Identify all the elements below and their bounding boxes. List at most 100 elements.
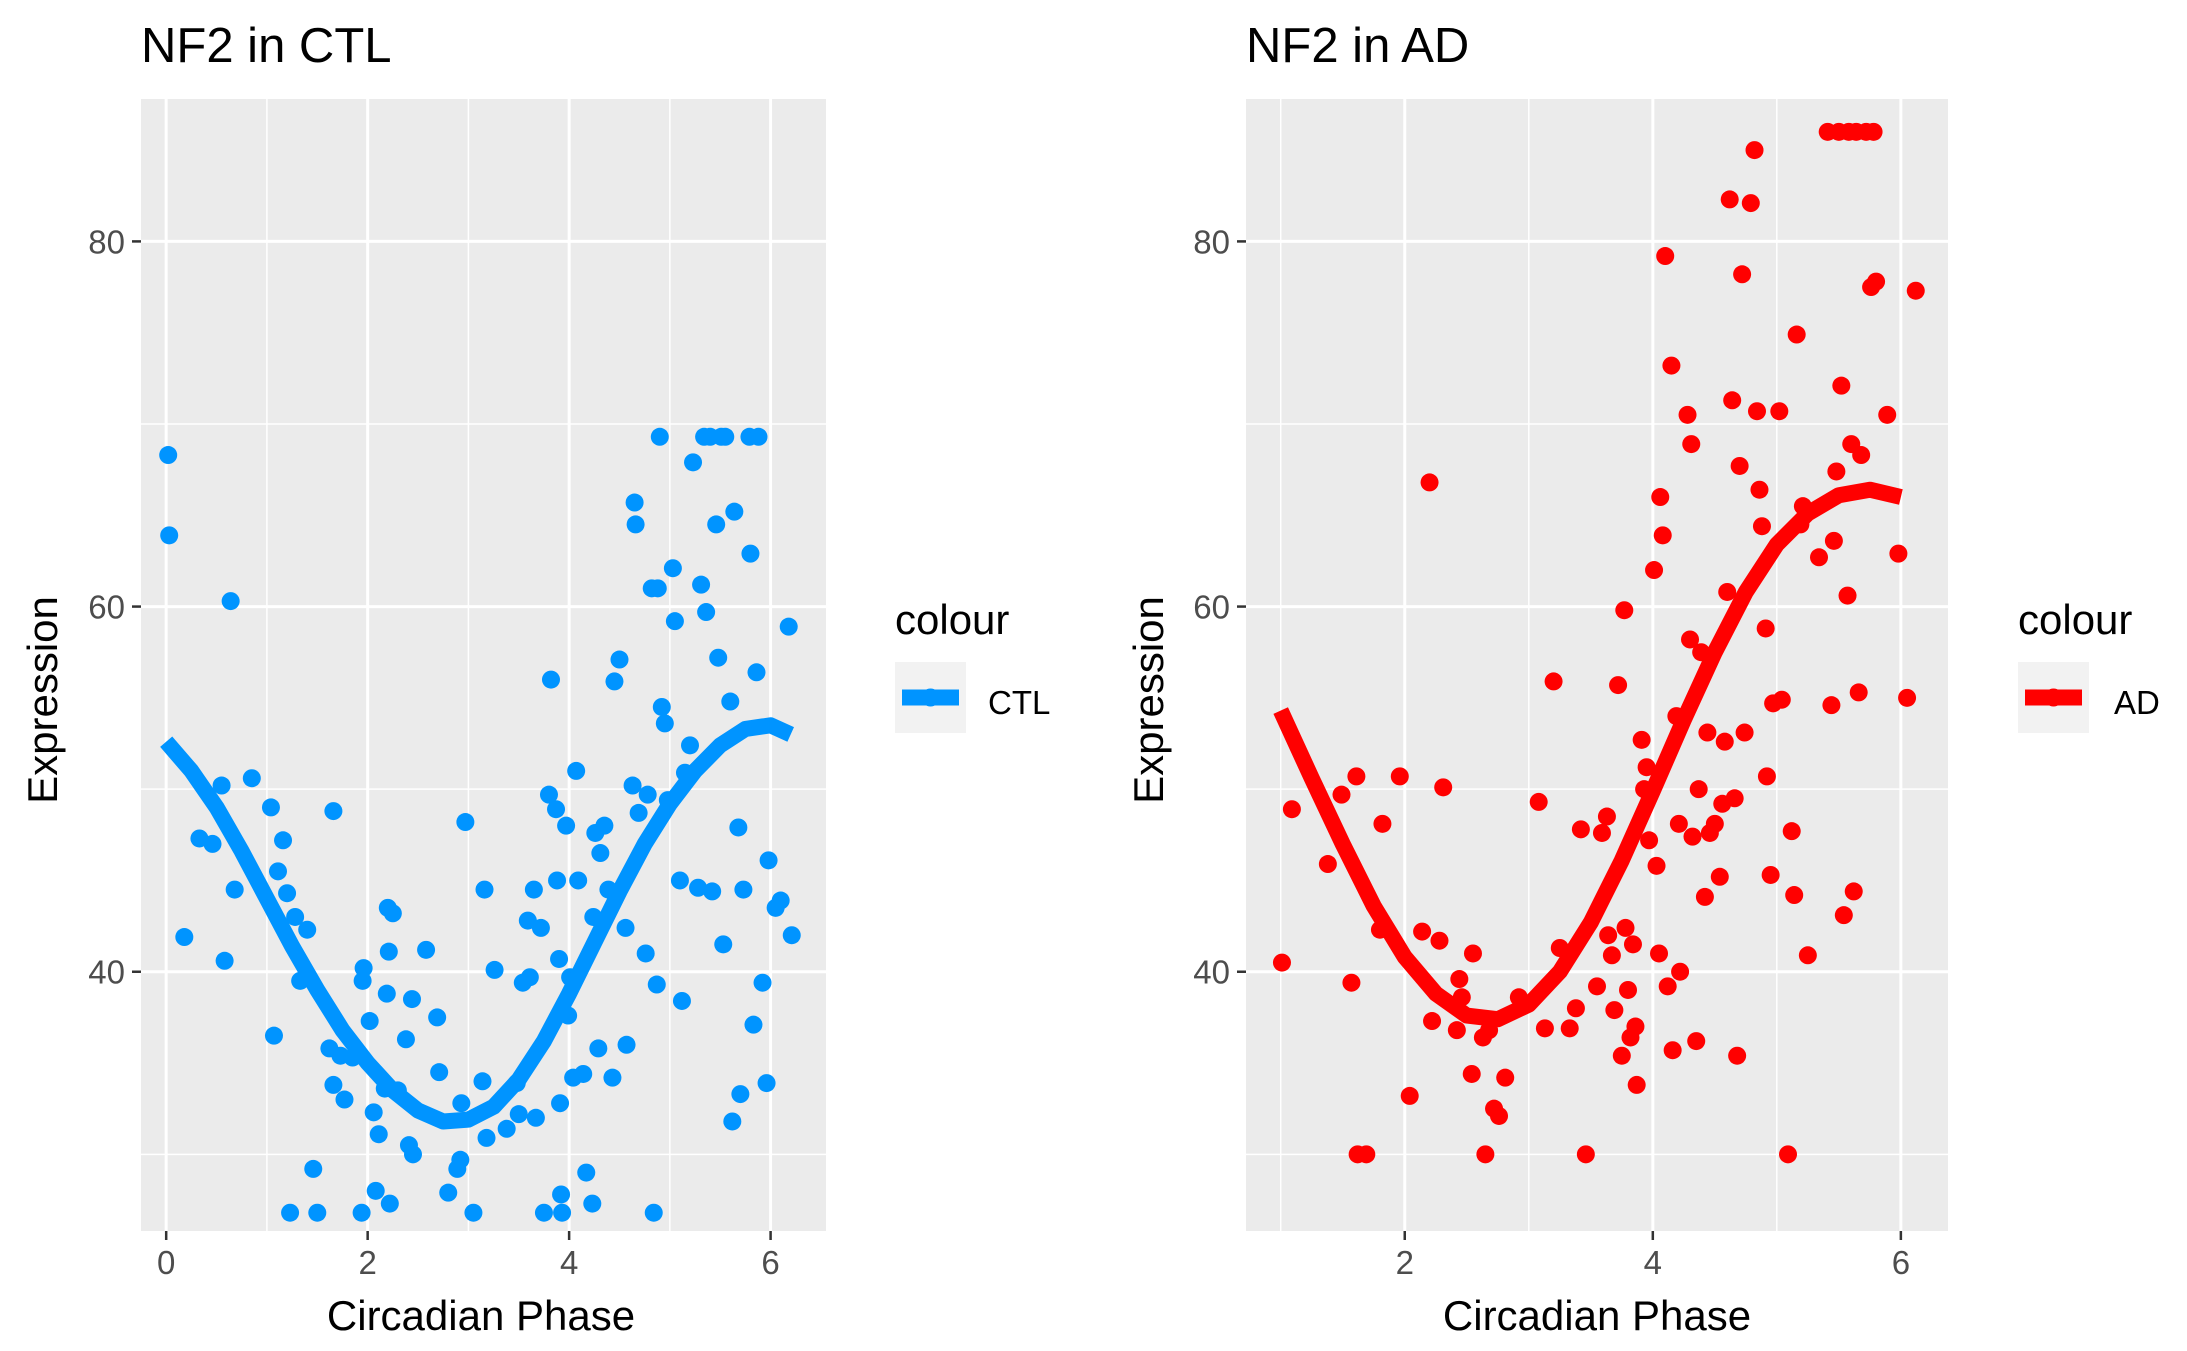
ctl-data-point [749,427,768,446]
ctl-data-point [655,714,674,733]
ad-data-point [1733,265,1752,284]
ctl-x-axis-title: Circadian Phase [327,1292,635,1339]
ctl-y-tick-label: 60 [88,589,125,626]
ad-plot-title: NF2 in AD [1246,19,1469,73]
ad-y-tick-label: 40 [1193,954,1230,991]
ctl-data-point [298,920,317,939]
ctl-data-point [716,427,735,446]
ad-data-point [1566,999,1585,1018]
ad-data-point [1615,601,1634,620]
ctl-data-point [729,818,748,837]
ctl-data-point [464,1203,483,1222]
ctl-data-point [610,650,629,669]
ad-data-point [1653,526,1672,545]
ad-data-point [1342,973,1361,992]
ad-data-point [1434,778,1453,797]
ad-data-point [1588,977,1606,996]
ctl-data-point [175,928,194,947]
ad-data-point [1725,789,1744,808]
ctl-data-point [605,672,624,691]
ctl-data-point [681,736,700,755]
ctl-plot-area: 0 2 4 6 40 60 80 [88,99,826,1281]
ad-data-point [1844,882,1863,901]
ad-data-point [1447,1021,1466,1040]
ctl-data-point [541,670,560,689]
ctl-data-point [747,663,766,682]
ctl-data-point [473,1072,492,1091]
ad-data-point [1878,405,1897,424]
ad-data-point [1413,922,1432,941]
ad-data-point [1619,980,1638,999]
ctl-data-point [552,1185,571,1204]
ctl-data-point [352,1203,371,1222]
ad-data-point [1838,586,1857,605]
ctl-data-point [644,1203,663,1222]
ad-data-point [1782,822,1801,841]
ctl-x-tick-label: 0 [157,1244,175,1281]
ad-data-point [1450,970,1469,989]
ctl-data-point [366,1181,385,1200]
ad-data-point [1645,561,1664,580]
ad-data-point [1798,946,1817,965]
ad-data-point [1681,630,1700,649]
ad-data-point [1867,272,1886,291]
ad-data-point [1623,935,1642,954]
ad-legend-key-point [2044,688,2063,707]
ad-data-point [1476,1145,1495,1164]
ctl-data-point [721,692,740,711]
ad-data-point [1687,1032,1706,1051]
ad-data-point [1626,1017,1645,1036]
ctl-panel: 0 2 4 6 40 60 80 NF2 in CTL Circadian Phase Ex… [19,19,1050,1339]
ctl-data-point [734,880,753,899]
ad-data-point [1750,480,1769,499]
ctl-data-point [548,871,567,890]
ctl-data-point [430,1063,449,1082]
ad-legend-key [2018,662,2089,733]
ad-data-point [1810,548,1829,567]
ad-data-point [1627,1075,1646,1094]
ad-data-point [1560,1019,1579,1038]
ad-data-point [1752,517,1771,536]
ad-data-point [1647,856,1666,875]
ctl-data-point [520,968,539,987]
ad-data-point [1718,582,1737,601]
ctl-data-point [159,446,178,465]
ctl-y-tick-label: 40 [88,954,125,991]
ctl-data-point [354,959,373,978]
ad-data-point [1832,376,1851,395]
ad-data-point [1609,676,1628,695]
ctl-data-point [547,800,566,819]
ctl-data-point [617,1035,636,1054]
ctl-data-point [396,1030,415,1049]
ctl-data-point [534,1203,553,1222]
ctl-data-point [160,526,179,545]
ad-x-tick-label: 2 [1396,1244,1414,1281]
ad-data-point [1571,820,1590,839]
ad-data-point [1373,814,1392,833]
ctl-data-point [757,1074,776,1093]
ad-data-point [1849,683,1868,702]
ad-data-point [1695,887,1714,906]
ctl-data-point [439,1183,458,1202]
ctl-data-point [417,940,436,959]
ctl-data-point [274,831,293,850]
ctl-data-point [324,1075,343,1094]
ad-data-point [1640,831,1659,850]
ctl-data-point [531,918,550,937]
ctl-data-point [526,1108,545,1127]
ctl-y-tick-label: 80 [88,223,125,260]
ad-data-point [1490,1106,1509,1125]
ctl-data-point [574,1064,593,1083]
ad-data-point [1463,944,1482,963]
ad-data-point [1889,544,1908,563]
ctl-data-point [759,851,778,870]
ad-data-point [1605,1001,1624,1020]
ad-data-point [1772,690,1791,709]
ctl-data-point [539,785,558,804]
ctl-data-point [557,816,576,835]
ctl-data-point [221,592,240,611]
ctl-data-point [697,603,716,622]
ctl-data-point [377,984,396,1003]
ad-data-point [1682,435,1701,454]
ctl-x-tick-label: 2 [358,1244,376,1281]
